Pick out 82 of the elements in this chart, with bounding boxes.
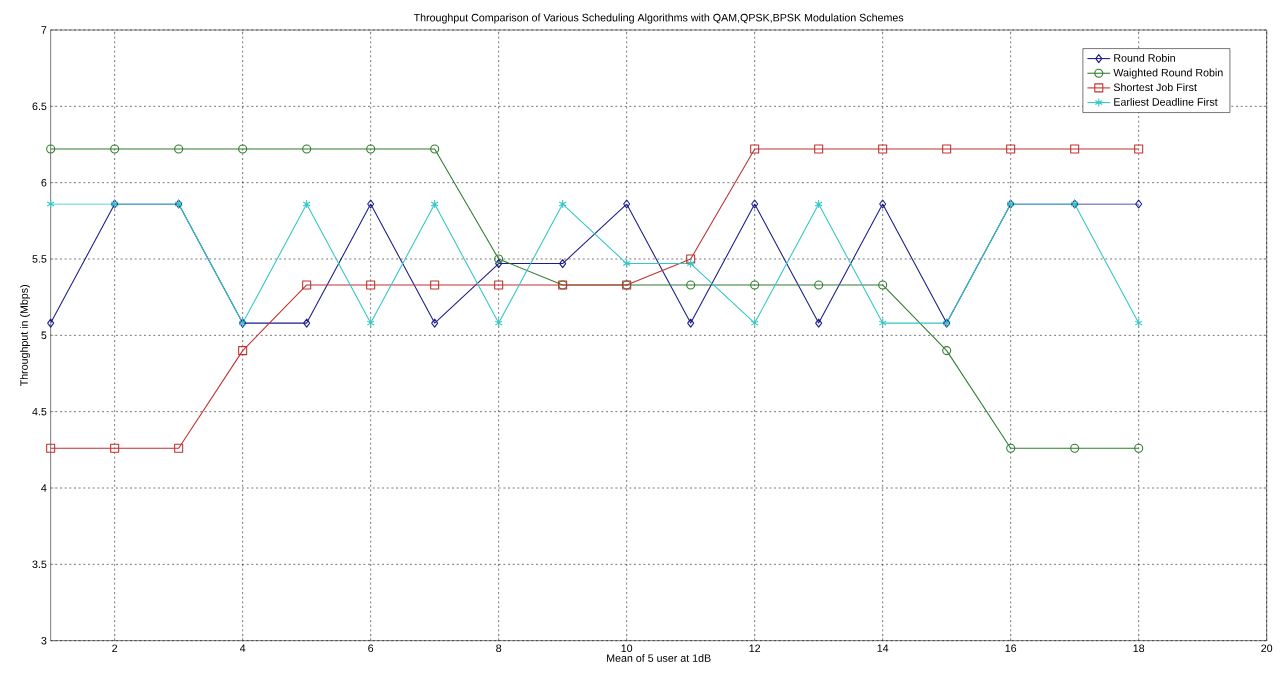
point	[623, 199, 631, 209]
point	[751, 199, 759, 209]
point	[879, 199, 887, 209]
point	[46, 199, 55, 209]
point	[366, 318, 375, 328]
point	[1134, 144, 1144, 154]
point	[815, 318, 823, 328]
point	[686, 280, 696, 290]
point	[750, 144, 760, 154]
x-axis-title: Mean of 5 user at 1dB	[607, 654, 711, 662]
y-tick-label: 6	[41, 178, 47, 187]
y-tick-label: 5.5	[32, 255, 47, 263]
x-tick-label: 4	[239, 644, 246, 652]
point	[238, 144, 248, 154]
y-tick-label: 3.5	[32, 560, 47, 569]
point	[1006, 443, 1016, 453]
point	[302, 144, 312, 154]
point	[686, 254, 696, 264]
point	[238, 346, 248, 356]
point	[430, 280, 440, 290]
legend-label: Waighted Round Robin	[1113, 68, 1223, 79]
point	[1070, 443, 1080, 453]
point	[494, 318, 503, 328]
point	[302, 199, 311, 209]
point	[1070, 144, 1080, 154]
point	[878, 318, 887, 328]
point	[622, 259, 631, 269]
point	[686, 259, 695, 269]
y-tick-label: 4	[41, 484, 47, 492]
point	[174, 443, 184, 453]
point	[174, 144, 184, 154]
point	[46, 443, 56, 453]
legend-label: Shortest Job First	[1113, 83, 1197, 92]
y-axis-title: Throughput in (Mbps)	[20, 285, 30, 387]
point	[750, 280, 760, 290]
y-tick-label: 6.5	[32, 102, 47, 111]
point	[430, 144, 440, 154]
x-tick-label: 10	[621, 644, 633, 653]
point	[1135, 199, 1143, 209]
y-tick-label: 4.5	[32, 407, 47, 416]
point	[1006, 144, 1016, 154]
point	[495, 259, 503, 269]
point	[366, 280, 376, 290]
chart-title: Throughput Comparison of Various Scheduling Algorithms with QAM,QPSK,BPSK Modulation Schemes	[413, 13, 904, 24]
point	[942, 144, 952, 154]
point	[878, 280, 888, 290]
point	[1134, 318, 1143, 328]
point	[430, 199, 439, 209]
x-tick-label: 20	[1261, 644, 1273, 653]
point	[110, 443, 120, 453]
x-tick-label: 14	[877, 644, 889, 652]
point	[814, 144, 824, 154]
legend-label: Earliest Deadline First	[1114, 97, 1218, 106]
x-tick-label: 18	[1133, 644, 1145, 653]
point	[367, 199, 375, 209]
x-tick-label: 2	[112, 644, 118, 652]
point	[366, 144, 376, 154]
y-tick-label: 5	[41, 331, 47, 340]
x-tick-label: 6	[368, 644, 374, 653]
point	[431, 318, 439, 328]
x-tick-label: 16	[1005, 644, 1017, 653]
point	[814, 280, 824, 290]
point	[1134, 443, 1144, 453]
x-tick-label: 12	[749, 644, 761, 652]
y-tick-label: 3	[41, 636, 47, 645]
point	[46, 144, 56, 154]
point	[687, 318, 695, 328]
point	[559, 259, 567, 269]
x-tick-label: 8	[496, 644, 502, 653]
point	[494, 280, 504, 290]
point	[47, 318, 55, 328]
point	[110, 144, 120, 154]
legend-label: Round Robin	[1114, 53, 1175, 62]
y-tick-label: 7	[41, 26, 47, 34]
point	[558, 199, 567, 209]
point	[750, 318, 759, 328]
point	[942, 346, 952, 356]
point	[814, 199, 823, 209]
point	[302, 280, 312, 290]
point	[494, 254, 504, 264]
point	[303, 318, 311, 328]
point	[878, 144, 888, 154]
